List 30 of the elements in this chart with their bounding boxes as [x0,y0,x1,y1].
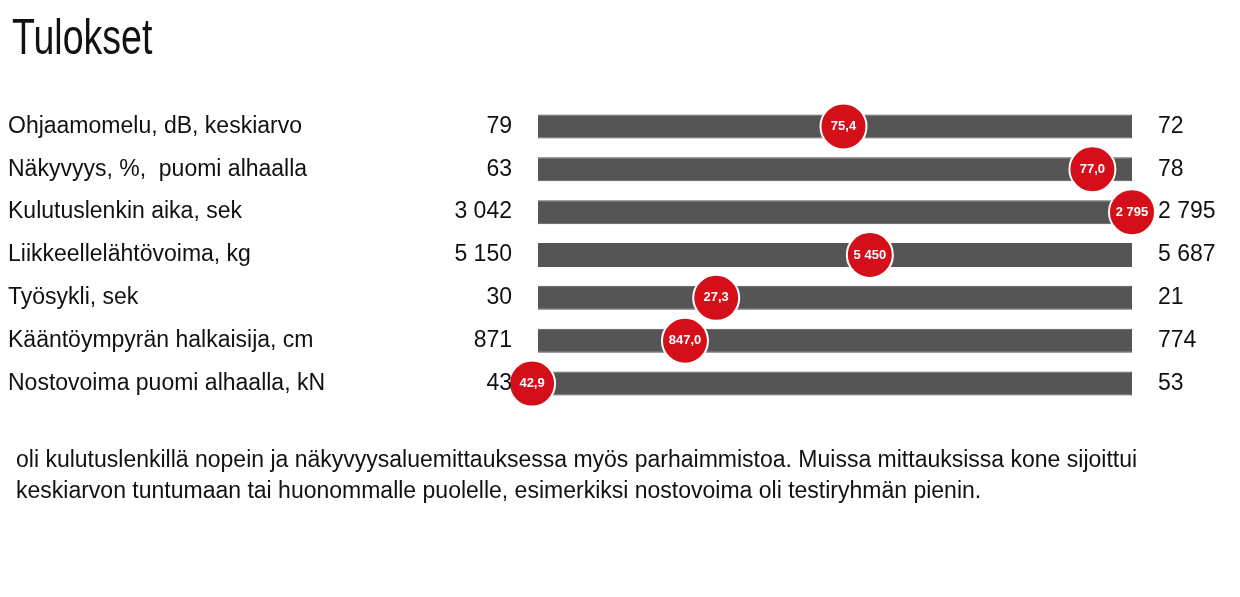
text: Tulokset [12,8,154,66]
data-label: 30 [486,283,512,310]
category-label: Liikkeellelähtövoima, kg [8,240,251,267]
data-label: 27,3 [703,289,729,305]
data-label: 847,0 [668,332,702,348]
data-label: 2 795 [1115,203,1149,219]
data-label: 871 [473,326,512,353]
text: oli kulutuslenkillä nopein ja näkyvyysaluemittauksessa myös parhaimmistoa. Muissa mittauksissa kone sijoittui keskiarvon tuntumaan tai huonommalle puolelle, esimerkiksi nostovoima oli testiryhmän pienin. [16,445,1139,505]
data-label: 63 [486,154,512,181]
data-label: 21 [1158,283,1184,310]
category-label: Kääntöympyrän halkaisija, cm [8,326,314,353]
category-label: Näkyvyys, %, puomi alhaalla [8,154,308,181]
category-label: Nostovoima puomi alhaalla, kN [8,368,326,395]
data-label: 77,0 [1079,160,1106,176]
data-label: 2 795 [1158,197,1216,224]
data-label: 5 687 [1158,240,1216,267]
data-label: 42,9 [519,375,545,391]
data-label: 53 [1158,368,1184,395]
data-label: 43 [486,368,512,395]
data-label: 3 042 [454,197,512,224]
data-label: 72 [1158,111,1184,138]
data-label: 78 [1158,154,1184,181]
data-label: 79 [486,111,512,138]
category-label: Kulutuslenkin aika, sek [8,197,243,224]
category-label: Ohjaamomelu, dB, keskiarvo [8,111,303,138]
category-label: Työsykli, sek [8,283,139,310]
data-label: 75,4 [830,118,857,134]
data-label: 5 450 [853,246,887,262]
data-label: 5 150 [454,240,512,267]
data-label: 774 [1158,326,1197,353]
